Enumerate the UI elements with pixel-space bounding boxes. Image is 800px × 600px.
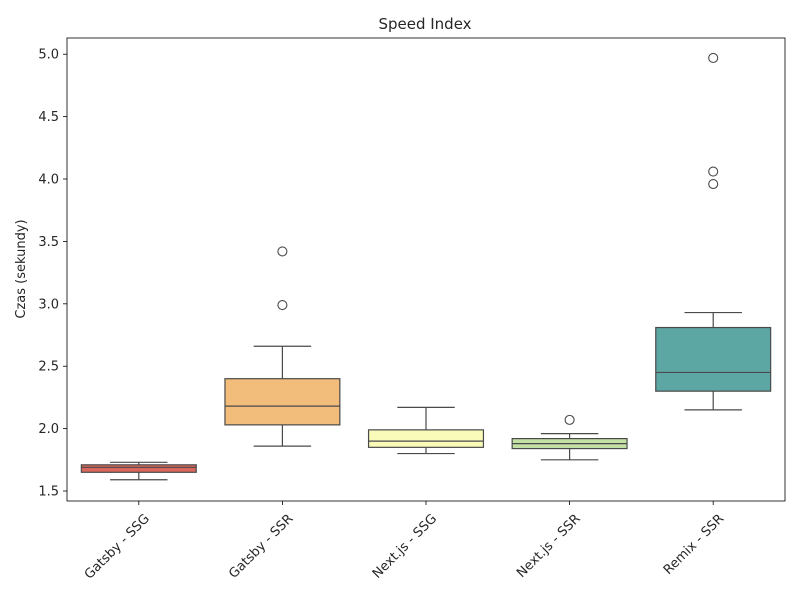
box-group xyxy=(224,246,341,447)
x-tick-label: Next.js - SSR xyxy=(514,511,584,581)
outlier-point xyxy=(708,166,719,177)
y-tick-label: 2.5 xyxy=(38,360,59,375)
y-tick-label: 5.0 xyxy=(38,48,59,63)
box-group xyxy=(655,52,772,411)
outlier-point xyxy=(277,300,288,311)
y-tick-label: 1.5 xyxy=(38,485,59,500)
box-iqr xyxy=(224,378,341,426)
y-tick-label: 4.0 xyxy=(38,173,59,188)
box-iqr xyxy=(367,429,485,448)
box-group xyxy=(511,414,628,461)
outlier-point xyxy=(708,178,719,190)
x-tick-label: Remix - SSR xyxy=(661,511,727,577)
y-tick-label: 3.5 xyxy=(38,235,59,250)
outlier-point xyxy=(564,414,575,425)
outlier-point xyxy=(277,246,288,257)
box-group xyxy=(367,406,485,455)
box-iqr xyxy=(655,326,772,392)
x-tick-label: Gatsby - SSR xyxy=(226,511,296,581)
box-group xyxy=(80,461,197,481)
box-iqr xyxy=(80,464,197,473)
x-tick-label: Gatsby - SSG xyxy=(82,511,153,582)
chart-title: Speed Index xyxy=(378,15,471,33)
y-tick-label: 4.5 xyxy=(38,110,59,125)
x-tick-label: Next.js - SSG xyxy=(370,511,440,581)
y-axis-label: Czas (sekundy) xyxy=(14,219,29,318)
y-tick-label: 2.0 xyxy=(38,422,59,437)
outlier-point xyxy=(708,52,719,64)
y-tick-label: 3.0 xyxy=(38,297,59,312)
plot-area: 1.5 2.0 2.5 3.0 3.5 4.0 4.5 5.0 Gatsby - SSG Gats… xyxy=(38,37,786,582)
